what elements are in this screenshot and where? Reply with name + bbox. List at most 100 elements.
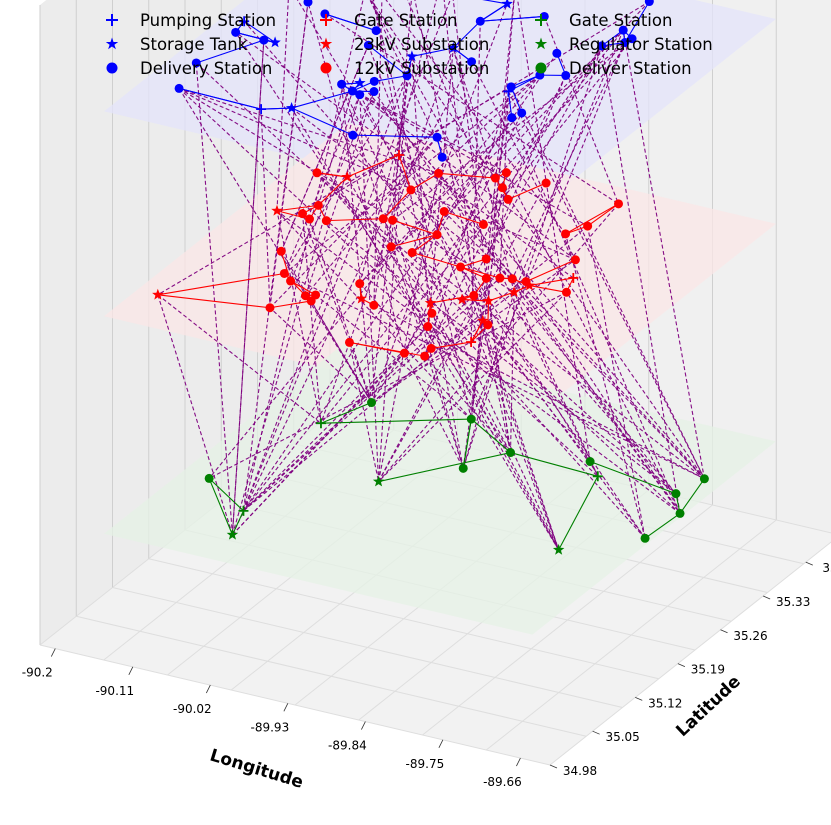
node-power-station	[483, 320, 493, 330]
node-gas-star	[372, 475, 385, 487]
interlayer-edge	[403, 112, 523, 354]
interlayer-edge	[341, 84, 373, 403]
interlayer-edge	[452, 47, 515, 293]
node-power-station	[432, 230, 442, 240]
node-water-station	[552, 48, 562, 58]
interlayer-edge	[208, 291, 567, 479]
plus-marker-icon	[106, 14, 118, 26]
edge-power	[438, 172, 496, 179]
star-marker-icon	[534, 37, 548, 50]
y-tick-label: 35.26	[733, 629, 767, 643]
interlayer-edge	[315, 294, 472, 420]
edge-water	[324, 13, 377, 32]
interlayer-edge	[511, 117, 681, 514]
interlayer-edge	[460, 266, 560, 551]
edge-gas	[558, 476, 599, 551]
interlayer-edge	[391, 220, 464, 469]
node-water-star	[354, 77, 366, 88]
node-power-station	[426, 343, 436, 353]
node-power-station	[378, 214, 388, 224]
interlayer-edge	[208, 74, 541, 479]
node-gas-star	[226, 528, 239, 540]
node-power-star	[424, 297, 437, 308]
edge-power	[565, 203, 619, 235]
node-water-station	[517, 108, 527, 118]
node-power-star	[523, 279, 536, 291]
interlayer-edge	[513, 291, 677, 494]
interlayer-edge	[157, 294, 322, 424]
interlayer-edge	[316, 172, 646, 539]
edge-power	[280, 251, 292, 282]
node-power-station	[478, 219, 488, 229]
interlayer-edge	[280, 44, 369, 252]
node-water-star	[501, 0, 513, 9]
edge-water	[479, 3, 508, 22]
node-water-station	[402, 71, 412, 81]
circle-marker-icon	[535, 62, 547, 74]
node-water-station	[618, 25, 628, 35]
layer-nodes	[152, 0, 709, 555]
node-power-station	[301, 291, 311, 301]
edge-power	[316, 172, 348, 178]
grid-line	[39, 644, 551, 766]
interlayer-edge	[317, 90, 353, 206]
interlayer-edge	[462, 291, 515, 469]
node-gas-station	[505, 448, 515, 458]
plus-marker-icon	[535, 14, 547, 26]
interlayer-edge	[316, 172, 677, 495]
interlayer-edge	[473, 295, 560, 551]
edge-water	[480, 15, 545, 22]
legend-entry-gate-station-power: Gate Station	[314, 8, 457, 32]
y-tick-mark	[549, 764, 558, 769]
node-power-station	[490, 173, 500, 183]
node-power-gate	[393, 150, 404, 161]
interlayer-edge	[231, 40, 265, 535]
node-power-gate	[568, 272, 579, 283]
node-power-station	[286, 276, 296, 286]
interlayer-edge	[411, 252, 705, 480]
edge-water	[261, 107, 292, 110]
interlayer-edge	[622, 30, 705, 479]
node-water-station	[475, 16, 485, 26]
legend-entry-regulator-station: Regulator Station	[529, 32, 713, 56]
edge-power	[529, 285, 567, 293]
node-power-station	[503, 194, 513, 204]
node-gas-station	[466, 414, 476, 424]
edge-power	[430, 294, 474, 304]
interlayer-edge	[378, 278, 487, 482]
edge-power	[398, 154, 412, 191]
interlayer-edge	[301, 213, 373, 403]
interlayer-edge	[373, 0, 383, 306]
node-power-station	[439, 206, 449, 216]
node-power-station	[265, 303, 275, 313]
edge-water	[235, 31, 276, 43]
plus-marker-icon	[320, 14, 332, 26]
legend-entry-delivery-station: Delivery Station	[100, 56, 272, 80]
interlayer-edge	[438, 173, 681, 514]
y-tick-mark	[805, 561, 813, 566]
edge-power	[391, 234, 438, 248]
interlayer-edge	[411, 1, 650, 253]
node-power-station	[369, 300, 379, 310]
y-tick-mark	[762, 595, 771, 600]
interlayer-edge	[305, 136, 438, 297]
interlayer-edge	[482, 320, 591, 462]
x-axis-label: Longitude	[207, 746, 305, 793]
interlayer-edge	[485, 278, 512, 453]
legend-label: Deliver Station	[569, 58, 692, 78]
node-gas-station	[675, 508, 685, 518]
node-water-station	[369, 76, 379, 86]
edge-water	[374, 75, 408, 82]
edge-water	[352, 134, 438, 138]
node-water-station	[620, 37, 630, 47]
legend-entry-deliver-station: Deliver Station	[529, 56, 692, 80]
interlayer-edge	[378, 291, 567, 482]
interlayer-edge	[424, 86, 512, 357]
interlayer-edge	[301, 213, 322, 424]
node-power-station	[521, 277, 531, 287]
edge-water	[291, 107, 354, 136]
edge-power	[157, 294, 271, 309]
legend-entry-12kv-substation: 12kV Substation	[314, 56, 489, 80]
y-tick-mark	[635, 697, 643, 701]
interlayer-edge	[487, 0, 515, 301]
